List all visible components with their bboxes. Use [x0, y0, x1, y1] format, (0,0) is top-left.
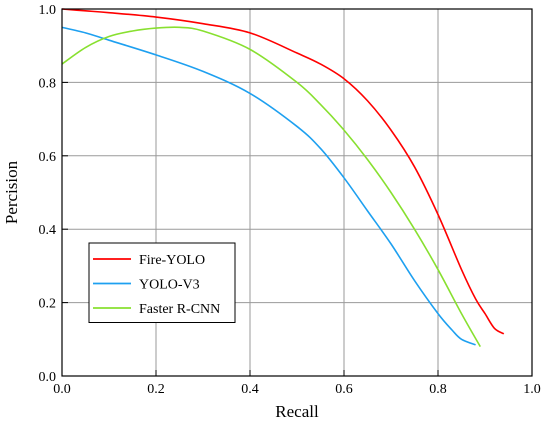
y-tick-label: 0.0: [39, 370, 57, 385]
y-axis-title: Percision: [2, 160, 21, 224]
y-tick-label: 1.0: [39, 3, 57, 18]
x-tick-label: 0.8: [429, 382, 447, 397]
series-line-1: [61, 8, 505, 335]
x-tick-label: 0.4: [241, 382, 259, 397]
y-tick-label: 0.2: [39, 297, 57, 312]
series-line-3: [61, 26, 481, 348]
x-tick-label: 0.0: [53, 382, 71, 397]
x-tick-label: 1.0: [523, 382, 541, 397]
legend-label: Fire-YOLO: [139, 253, 205, 268]
legend-label: YOLO-V3: [139, 278, 200, 293]
series-line-2: [61, 26, 476, 346]
x-axis-title: Recall: [275, 402, 319, 421]
y-tick-label: 0.4: [39, 223, 57, 238]
plot-area-frame: [61, 8, 533, 377]
y-tick-label: 0.6: [39, 150, 57, 165]
legend-label: Faster R-CNN: [139, 302, 220, 317]
x-tick-label: 0.6: [335, 382, 353, 397]
legend: Fire-YOLO YOLO-V3 Faster R-CNN: [88, 242, 236, 323]
y-tick-label: 0.8: [39, 76, 57, 91]
x-tick-label: 0.2: [147, 382, 165, 397]
series-lines: [61, 8, 505, 348]
axis-ticks: 0.0 0.2 0.4 0.6 0.8 1.0 0.0 0.2 0.4 0.6 0.8 1.0: [39, 3, 541, 397]
